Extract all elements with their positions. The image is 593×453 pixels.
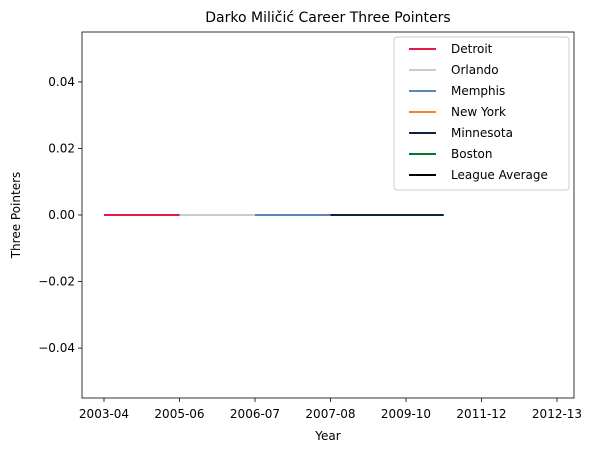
legend-label: Boston — [451, 147, 492, 161]
legend-box — [393, 36, 570, 191]
y-tick-label: −0.02 — [38, 275, 75, 289]
chart-title: Darko Miličić Career Three Pointers — [205, 10, 450, 26]
x-tick-label: 2007-08 — [305, 407, 355, 421]
legend-label: Memphis — [451, 84, 505, 98]
x-tick-label: 2005-06 — [154, 407, 204, 421]
legend-label: League Average — [451, 168, 548, 182]
legend-label: Detroit — [451, 42, 493, 56]
legend-label: Orlando — [451, 63, 499, 77]
x-tick-label: 2006-07 — [230, 407, 280, 421]
y-tick-label: 0.00 — [48, 208, 75, 222]
y-tick-label: 0.02 — [48, 141, 75, 155]
x-tick-label: 2009-10 — [381, 407, 431, 421]
legend-entry: Detroit — [409, 42, 493, 56]
x-tick-label: 2011-12 — [456, 407, 506, 421]
legend-entry: Orlando — [409, 63, 499, 77]
x-axis-label: Year — [314, 429, 340, 443]
legend-label: Minnesota — [451, 126, 513, 140]
legend-entry: Boston — [409, 147, 492, 161]
y-tick-label: −0.04 — [38, 341, 75, 355]
legend-label: New York — [451, 105, 506, 119]
y-tick-label: 0.04 — [48, 75, 75, 89]
x-tick-label: 2012-13 — [532, 407, 582, 421]
legend-entry: Memphis — [409, 84, 505, 98]
legend-entry: Minnesota — [409, 126, 513, 140]
legend-entry: New York — [409, 105, 506, 119]
y-axis-label: Three Pointers — [9, 172, 23, 260]
legend: Detroit Orlando Memphis New York Minnesota Bo… — [393, 36, 570, 191]
legend-entry: League Average — [409, 168, 548, 182]
x-axis: 2003-04 2005-06 2006-07 2007-08 2009-10 2011-… — [79, 398, 582, 421]
y-axis: −0.04 −0.02 0.00 0.02 0.04 — [38, 75, 82, 355]
x-tick-label: 2003-04 — [79, 407, 129, 421]
